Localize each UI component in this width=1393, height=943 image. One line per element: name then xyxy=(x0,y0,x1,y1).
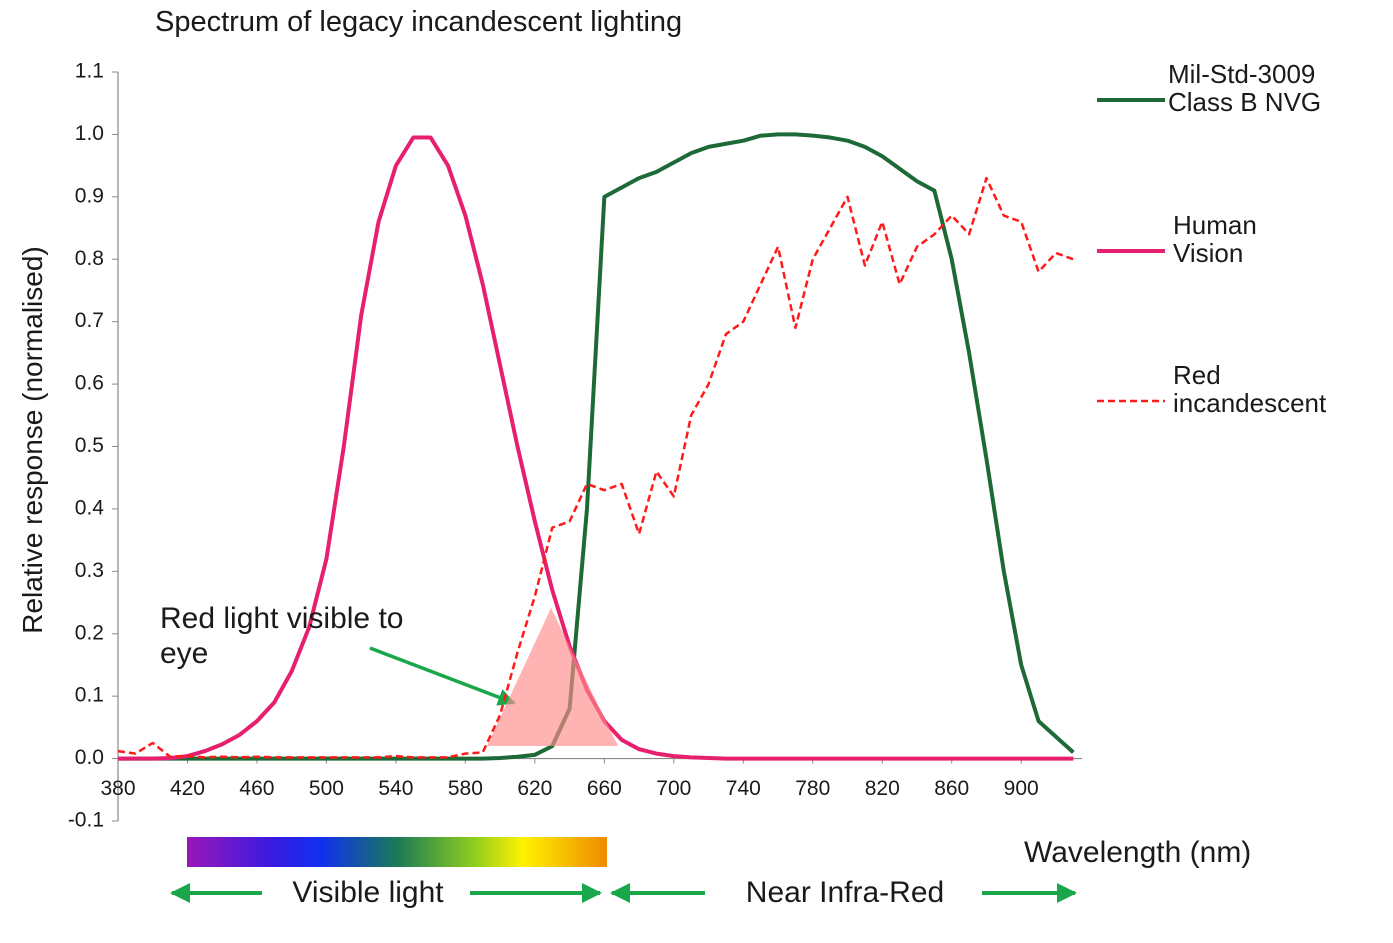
series-line xyxy=(117,176,1074,759)
x-tick-label: 420 xyxy=(170,777,205,800)
x-tick-label: 900 xyxy=(1004,777,1039,800)
annotation: Visible light xyxy=(292,876,444,909)
y-tick-label: 0.1 xyxy=(75,684,104,707)
x-axis-label: Wavelength (nm) xyxy=(1024,836,1252,869)
x-tick-label: 660 xyxy=(587,777,622,800)
x-tick-label: 500 xyxy=(309,777,344,800)
x-tick-label: 380 xyxy=(100,777,135,800)
x-tick-label: 540 xyxy=(378,777,413,800)
y-tick-label: 0.5 xyxy=(75,434,104,457)
x-tick-label: 860 xyxy=(934,777,969,800)
x-tick-label: 620 xyxy=(517,777,552,800)
annotation: Near Infra-Red xyxy=(745,876,945,909)
x-tick-label: 820 xyxy=(865,777,900,800)
legend-label: Red incandescent xyxy=(1173,360,1327,419)
x-tick-label: 780 xyxy=(795,777,830,800)
y-tick-label: -0.1 xyxy=(68,809,104,832)
highlight-triangle xyxy=(487,608,618,746)
spectrum-bar xyxy=(187,837,607,867)
x-tick-label: 460 xyxy=(239,777,274,800)
y-tick-label: 0.0 xyxy=(75,746,104,769)
y-tick-label: 1.1 xyxy=(75,60,104,83)
x-tick-label: 740 xyxy=(726,777,761,800)
y-tick-label: 0.4 xyxy=(75,496,105,519)
annotation-arrow xyxy=(369,646,516,706)
y-tick-label: 0.2 xyxy=(75,621,104,644)
legend-label: Human Vision xyxy=(1173,210,1257,269)
y-tick-label: 0.9 xyxy=(75,184,104,207)
y-tick-label: 1.0 xyxy=(75,122,104,145)
y-tick-label: 0.7 xyxy=(75,309,104,332)
x-tick-label: 580 xyxy=(448,777,483,800)
legend-label: Mil-Std-3009 Class B NVG xyxy=(1168,59,1322,118)
annotation: Red light visible to eye xyxy=(160,602,404,670)
y-tick-label: 0.3 xyxy=(75,559,104,582)
chart-title: Spectrum of legacy incandescent lighting xyxy=(155,6,683,38)
y-tick-label: 0.8 xyxy=(75,247,104,270)
y-tick-label: 0.6 xyxy=(75,372,104,395)
y-axis-label: Relative response (normalised) xyxy=(16,246,48,634)
x-tick-label: 700 xyxy=(656,777,691,800)
